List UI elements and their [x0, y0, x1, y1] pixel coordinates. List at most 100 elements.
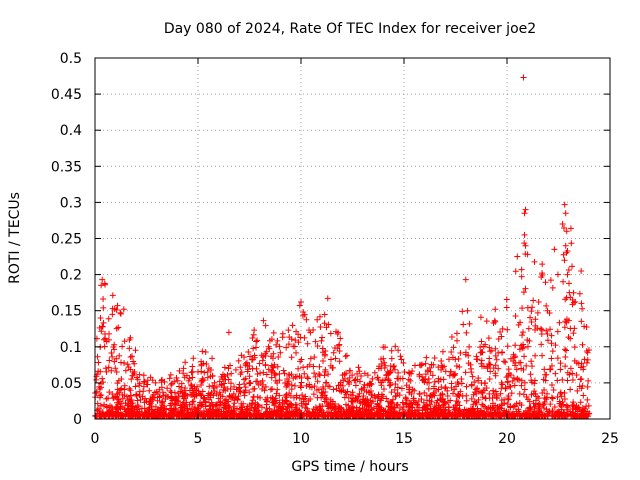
data-point	[230, 410, 237, 417]
data-point	[535, 298, 542, 305]
data-point	[507, 371, 514, 378]
data-point	[152, 379, 159, 386]
data-point	[469, 406, 476, 413]
data-point	[578, 300, 585, 307]
data-point	[174, 397, 181, 404]
data-point	[174, 377, 181, 384]
data-point	[409, 368, 416, 375]
data-point	[574, 387, 581, 394]
data-point	[567, 325, 574, 332]
data-point	[412, 362, 419, 369]
data-point	[205, 390, 212, 397]
data-point	[492, 306, 499, 313]
data-point	[216, 378, 223, 385]
data-point	[502, 359, 509, 366]
data-point	[304, 340, 311, 347]
data-point	[560, 401, 567, 408]
data-point	[320, 357, 327, 364]
data-point	[199, 348, 206, 355]
data-point	[472, 386, 479, 393]
data-point	[378, 365, 385, 372]
data-point	[164, 385, 171, 392]
data-point	[557, 389, 564, 396]
data-point	[276, 403, 283, 410]
data-point	[177, 388, 184, 395]
data-point	[396, 392, 403, 399]
data-point	[495, 336, 502, 343]
data-point	[454, 337, 461, 344]
data-point	[585, 346, 592, 353]
data-point	[314, 343, 321, 349]
data-point	[565, 267, 572, 274]
data-point	[382, 344, 389, 351]
data-point	[163, 406, 170, 413]
data-point	[246, 373, 253, 380]
data-point	[121, 392, 128, 399]
data-point	[503, 304, 510, 311]
data-point	[460, 321, 467, 328]
data-point	[498, 333, 505, 340]
data-point	[316, 313, 323, 320]
data-point	[272, 400, 279, 407]
data-point	[529, 363, 536, 370]
data-point	[486, 344, 493, 351]
data-point	[128, 353, 135, 360]
data-point	[225, 376, 232, 383]
data-point	[513, 408, 520, 415]
data-point	[337, 404, 344, 411]
data-point	[436, 402, 443, 409]
data-point	[442, 384, 449, 391]
data-point	[398, 385, 405, 392]
data-point	[329, 364, 336, 371]
data-point	[561, 224, 568, 231]
data-point	[328, 409, 335, 416]
data-point	[137, 396, 144, 403]
data-point	[388, 400, 395, 407]
data-point	[286, 390, 293, 397]
y-tick-label: 0.5	[60, 51, 82, 67]
data-point	[343, 352, 350, 359]
data-point	[497, 328, 504, 335]
data-point	[250, 345, 257, 352]
data-point	[227, 380, 234, 387]
data-point	[108, 404, 115, 411]
data-point	[491, 410, 498, 417]
data-point	[109, 311, 116, 318]
data-point	[518, 402, 525, 409]
data-point	[512, 312, 519, 319]
data-point	[293, 349, 300, 356]
data-point	[395, 375, 402, 382]
data-point	[263, 405, 270, 412]
data-point	[492, 409, 499, 416]
data-point	[130, 413, 137, 420]
data-point	[503, 296, 510, 303]
data-point	[580, 363, 587, 370]
data-point	[519, 345, 526, 352]
data-point	[522, 407, 529, 414]
data-point	[516, 412, 523, 419]
data-point	[92, 412, 99, 419]
data-point	[556, 319, 563, 326]
data-point	[352, 382, 359, 389]
data-point	[584, 396, 591, 403]
data-point	[268, 362, 275, 369]
data-point	[322, 379, 329, 386]
data-point	[244, 359, 251, 366]
data-point	[274, 386, 281, 393]
data-point	[99, 379, 106, 386]
data-point	[492, 318, 499, 325]
data-point	[519, 332, 526, 339]
data-point	[532, 316, 539, 323]
data-point	[96, 394, 103, 401]
data-point	[392, 343, 399, 350]
data-point	[450, 344, 457, 351]
data-point	[468, 369, 475, 376]
data-point	[343, 391, 350, 398]
data-point	[394, 401, 401, 408]
data-point	[510, 374, 517, 381]
data-point	[453, 330, 460, 337]
data-point	[369, 407, 376, 414]
data-point	[560, 251, 567, 258]
data-point	[119, 412, 126, 419]
data-point	[100, 304, 107, 311]
